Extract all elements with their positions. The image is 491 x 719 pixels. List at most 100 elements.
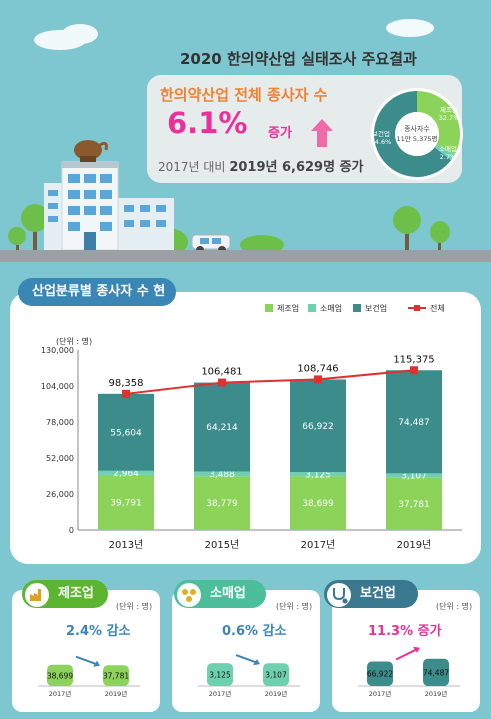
bar-제조업-2019년 [386,477,442,530]
donut-label-제조업: 제조업 [440,106,458,114]
card-x-label: 2019년 [265,689,288,698]
total-label-2015년: 106,481 [201,367,242,378]
y-tick-label: 52,000 [46,454,74,463]
card-chart-제조업: 38,699 2017년 37,781 2019년 [38,655,140,698]
donut-center-line1: 종사자수 [404,124,430,133]
legend-swatch-제조업 [265,304,273,312]
bar-label-소매업-2019년: 3,107 [401,472,427,482]
card-bar-2019년 [103,665,129,686]
bar-label-제조업-2015년: 38,779 [206,499,238,509]
card-unit-보건업: (단위 : 명) [436,602,473,611]
total-point-2015년 [218,378,226,387]
total-line [125,369,415,395]
bar-label-보건업-2015년: 64,214 [206,423,238,433]
card-보건업 [332,590,480,712]
card-chart-보건업: 66,922 2017년 74,487 2019년 [358,646,460,698]
y-unit-label: (단위 : 명) [56,336,92,346]
bar-보건업-2019년 [386,370,442,474]
donut-pct-보건업: 64.6% [371,138,392,146]
bar-소매업-2019년 [386,473,442,478]
card-x-label: 2019년 [425,689,448,698]
card-bar-2017년 [367,661,393,686]
card-change-보건업: 11.3% 증가 [368,624,442,639]
stacked-bar-chart: (단위 : 명) 0 26,000 52,000 78,000 104,000 130,00… [41,303,462,551]
bar-제조업-2015년 [194,476,250,530]
legend-label-보건업: 보건업 [365,303,387,313]
donut-slice-제조업 [417,91,460,155]
card-bar-label-2017년: 38,699 [47,671,73,680]
card-bar-label-2017년: 3,125 [209,671,231,680]
up-arrow-icon [311,119,333,147]
clouds [34,19,434,50]
page-title: 2020 한의약산업 실태조사 주요결과 [180,50,417,68]
bar-소매업-2013년 [98,470,154,475]
y-tick-label: 26,000 [46,490,74,499]
card-trend-arrow [395,647,419,661]
donut-center-line2: 11만 5,375명 [397,134,438,143]
card-bar-label-2019년: 37,781 [103,672,129,681]
card-unit-제조업: (단위 : 명) [116,602,153,611]
bar-소매업-2015년 [194,471,250,477]
donut-slice-보건업 [374,91,452,177]
bar-소매업-2017년 [290,472,346,477]
donut-chart: 종사자수 11만 5,375명 제조업 32.7% 소매업 2.7% 보건업 6… [371,88,463,180]
card-change-소매업: 0.6% 감소 [222,624,287,639]
donut-label-보건업: 보건업 [372,129,390,138]
legend-marker-전체 [414,305,420,311]
bar-label-보건업-2013년: 55,604 [110,428,142,438]
card-bar-label-2017년: 66,922 [367,670,393,679]
total-point-2013년 [122,389,130,398]
card-bar-label-2019년: 3,107 [265,671,287,680]
x-tick-label: 2015년 [205,539,240,551]
x-tick-label: 2017년 [301,539,336,551]
card-제조업 [12,590,160,712]
donut-label-소매업: 소매업 [439,145,457,153]
card-x-label: 2017년 [49,689,72,698]
card-bar-2017년 [207,663,233,686]
headline: 한의약산업 전체 종사자 수 [160,86,328,104]
y-tick-label: 78,000 [46,418,74,427]
card-change-제조업: 2.4% 감소 [66,624,131,639]
y-tick-label: 130,000 [41,346,74,355]
donut-pct-제조업: 32.7% [439,114,460,122]
comparison-note: 2017년 대비 2019년 6,629명 증가 [158,156,364,175]
total-label-2013년: 98,358 [109,378,144,389]
card-trend-arrow [235,654,259,665]
store-icon [177,583,201,607]
total-point-2019년 [410,366,418,375]
legend-label-소매업: 소매업 [320,304,342,313]
card-trend-arrowhead [413,646,420,653]
donut-pct-소매업: 2.7% [440,153,457,161]
x-tick-label: 2019년 [397,539,432,551]
donut-hole [395,112,439,156]
y-tick-label: 0 [69,526,74,535]
bar-보건업-2017년 [290,379,346,473]
road [0,250,491,262]
bar-제조업-2013년 [98,474,154,530]
section-title: 산업분류별 종사자 수 현황 [18,278,176,327]
bar-보건업-2015년 [194,382,250,472]
card-trend-arrowhead [253,659,260,666]
card-소매업 [172,590,320,712]
hospital-building [61,140,119,251]
card-bar-2017년 [47,664,73,686]
percent-value: 6.1% [167,106,248,140]
note-prefix: 2017년 대비 [158,160,226,174]
card-x-label: 2019년 [105,689,128,698]
percent-suffix: 증가 [268,126,292,141]
card-bar-2019년 [263,663,289,686]
legend-swatch-보건업 [353,304,361,312]
bar-label-소매업-2013년: 2,964 [113,469,139,479]
note-bold: 2019년 6,629명 증가 [229,160,364,175]
card-bar-2019년 [423,658,449,686]
card-x-label: 2017년 [209,689,232,698]
card-chart-소매업: 3,125 2017년 3,107 2019년 [198,654,300,698]
bar-label-보건업-2019년: 74,487 [398,418,430,428]
legend-swatch-소매업 [308,304,316,312]
total-point-2017년 [314,375,322,384]
legend-label-전체: 전체 [430,303,445,313]
bar-보건업-2013년 [98,393,154,471]
factory-icon [25,583,49,607]
legend-label-제조업: 제조업 [277,304,299,313]
card-trend-arrow [75,655,99,666]
